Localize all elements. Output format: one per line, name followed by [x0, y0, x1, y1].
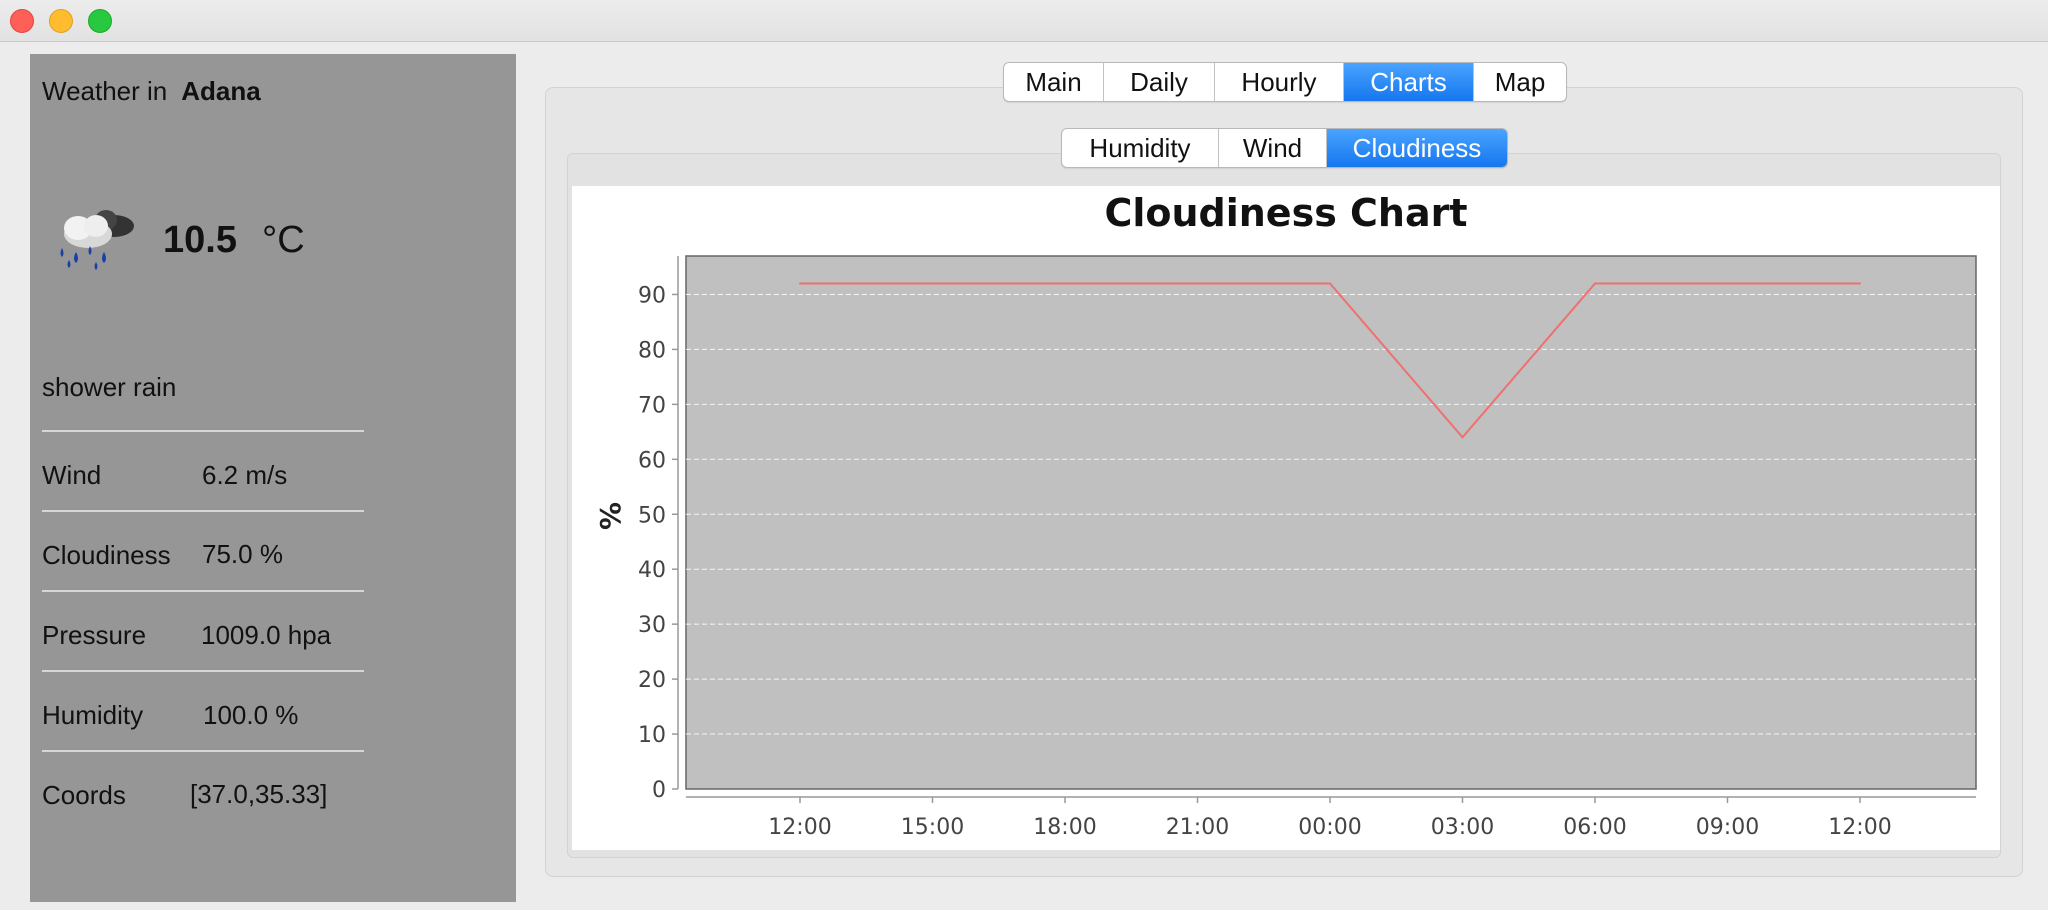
- coords-value: [37.0,35.33]: [190, 779, 328, 809]
- x-tick-label: 06:00: [1563, 815, 1626, 840]
- temperature-unit: °C: [262, 219, 305, 261]
- x-tick-label: 12:00: [1828, 815, 1891, 840]
- y-tick-label: 10: [638, 723, 666, 748]
- x-tick-label: 12:00: [768, 815, 831, 840]
- data-point: [1594, 282, 1596, 285]
- data-point: [1196, 282, 1199, 285]
- current-weather-panel: Weather in Adana 10.5 °C shower rain Wind…: [30, 54, 516, 902]
- y-tick-label: 90: [638, 283, 666, 308]
- city-heading: Weather in Adana: [42, 76, 261, 107]
- x-tick-label: 21:00: [1166, 815, 1229, 840]
- x-tick-label: 03:00: [1431, 815, 1494, 840]
- y-tick-label: 60: [638, 448, 666, 473]
- y-tick-label: 0: [652, 778, 666, 803]
- y-tick-label: 80: [638, 338, 666, 363]
- divider: [42, 510, 364, 512]
- city-heading-label: Weather in: [42, 76, 168, 106]
- divider: [42, 750, 364, 752]
- data-point: [799, 282, 801, 285]
- cloudiness-chart-panel: Cloudiness Chart % 0 10 20 30 40 50 60 70 80 90 12…: [572, 186, 2000, 850]
- cloudiness-chart: Cloudiness Chart % 0 10 20 30 40 50 60 70 80 90 12…: [594, 191, 1977, 840]
- y-tick-label: 30: [638, 613, 666, 638]
- y-tick-label: 70: [638, 393, 666, 418]
- tab-map[interactable]: Map: [1494, 66, 1546, 97]
- data-point: [1461, 436, 1464, 439]
- tab-cloudiness[interactable]: Cloudiness: [1327, 129, 1507, 167]
- title-bar: [0, 0, 2048, 42]
- divider: [42, 590, 364, 592]
- window-close-button[interactable]: [10, 9, 34, 33]
- data-point: [1064, 282, 1066, 285]
- shower-rain-icon: [60, 210, 134, 270]
- x-tick-label: 18:00: [1033, 815, 1096, 840]
- window-maximize-button[interactable]: [88, 9, 112, 33]
- tab-hourly[interactable]: Hourly: [1215, 63, 1344, 101]
- y-tick-label: 50: [638, 503, 666, 528]
- pressure-value: 1009.0 hpa: [201, 620, 332, 650]
- chart-tab-bar: Humidity Wind Cloudiness: [1061, 128, 1508, 168]
- pressure-label: Pressure: [42, 620, 147, 650]
- wind-label: Wind: [42, 460, 102, 490]
- cloudiness-label: Cloudiness: [42, 540, 171, 570]
- tab-daily[interactable]: Daily: [1104, 63, 1215, 101]
- x-tick-label: 15:00: [901, 815, 964, 840]
- x-tick-label: 00:00: [1298, 815, 1361, 840]
- plot-area: [685, 255, 1977, 790]
- temperature-value: 10.5: [163, 219, 237, 261]
- x-tick-label: 09:00: [1696, 815, 1759, 840]
- chart-title: Cloudiness Chart: [1104, 191, 1467, 235]
- weather-description: shower rain: [42, 372, 177, 402]
- wind-value: 6.2 m/s: [202, 460, 288, 490]
- divider: [42, 670, 364, 672]
- data-point: [1329, 282, 1331, 285]
- coords-label: Coords: [42, 780, 126, 810]
- tab-wind[interactable]: Wind: [1219, 129, 1327, 167]
- y-tick-label: 20: [638, 668, 666, 693]
- y-axis-label: %: [594, 502, 627, 530]
- data-point: [931, 282, 934, 285]
- data-point: [1726, 282, 1729, 285]
- humidity-label: Humidity: [42, 700, 144, 730]
- humidity-value: 100.0 %: [203, 700, 299, 730]
- main-tab-bar: Main Daily Hourly Charts Map: [1003, 62, 1567, 102]
- tab-humidity[interactable]: Humidity: [1062, 129, 1219, 167]
- divider: [42, 430, 364, 432]
- city-name: Adana: [181, 76, 261, 106]
- tab-charts[interactable]: Charts: [1344, 63, 1474, 101]
- data-point: [1859, 282, 1861, 285]
- y-tick-label: 40: [638, 558, 666, 583]
- cloudiness-value: 75.0 %: [202, 539, 283, 569]
- window-minimize-button[interactable]: [49, 9, 73, 33]
- tab-main[interactable]: Main: [1004, 63, 1104, 101]
